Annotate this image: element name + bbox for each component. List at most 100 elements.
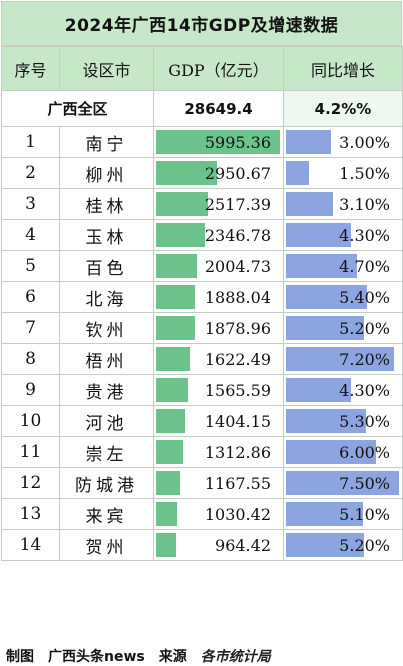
row-rank: 14 xyxy=(1,529,60,561)
row-rank: 8 xyxy=(1,343,60,375)
growth-value-label: 5.10% xyxy=(339,504,390,524)
row-rank: 10 xyxy=(1,405,60,437)
row-gdp-cell: 1622.49 xyxy=(153,343,284,375)
growth-bar xyxy=(286,254,357,278)
row-gdp-cell: 1167.55 xyxy=(153,467,284,499)
total-name: 广西全区 xyxy=(1,90,154,127)
table-row: 6 北海 1888.04 5.40% xyxy=(1,281,403,313)
row-growth-cell: 3.10% xyxy=(283,188,403,220)
growth-value-label: 6.00% xyxy=(339,442,390,462)
gdp-value-label: 2004.73 xyxy=(204,256,271,276)
row-city: 南宁 xyxy=(59,126,154,158)
growth-bar xyxy=(286,192,333,216)
row-rank: 5 xyxy=(1,250,60,282)
total-row: 广西全区 28649.4 4.2%% xyxy=(1,90,403,127)
growth-value-label: 3.00% xyxy=(339,132,390,152)
row-growth-cell: 7.20% xyxy=(283,343,403,375)
growth-bar xyxy=(286,347,395,371)
table-row: 13 来宾 1030.42 5.10% xyxy=(1,498,403,530)
row-city: 柳州 xyxy=(59,157,154,189)
footer: 制图 广西头条news 来源 各市统计局 xyxy=(0,646,403,666)
row-growth-cell: 1.50% xyxy=(283,157,403,189)
row-rank: 4 xyxy=(1,219,60,251)
row-rank: 11 xyxy=(1,436,60,468)
growth-bar xyxy=(286,471,399,495)
table-row: 12 防城港 1167.55 7.50% xyxy=(1,467,403,499)
row-rank: 2 xyxy=(1,157,60,189)
row-growth-cell: 5.20% xyxy=(283,529,403,561)
table-row: 9 贵港 1565.59 4.30% xyxy=(1,374,403,406)
growth-value-label: 5.20% xyxy=(339,535,390,555)
row-gdp-cell: 1030.42 xyxy=(153,498,284,530)
header-city: 设区市 xyxy=(59,46,154,91)
row-growth-cell: 4.30% xyxy=(283,374,403,406)
footer-author: 广西头条news xyxy=(48,649,145,665)
row-gdp-cell: 1888.04 xyxy=(153,281,284,313)
table-row: 3 桂林 2517.39 3.10% xyxy=(1,188,403,220)
row-growth-cell: 5.40% xyxy=(283,281,403,313)
row-rank: 3 xyxy=(1,188,60,220)
growth-value-label: 7.50% xyxy=(339,473,390,493)
row-city: 防城港 xyxy=(59,467,154,499)
gdp-value-label: 1167.55 xyxy=(204,473,271,493)
gdp-value-label: 2517.39 xyxy=(204,194,271,214)
row-gdp-cell: 964.42 xyxy=(153,529,284,561)
row-rank: 13 xyxy=(1,498,60,530)
footer-source: 各市统计局 xyxy=(200,649,271,665)
growth-value-label: 4.30% xyxy=(339,225,390,245)
gdp-bar xyxy=(156,502,178,526)
row-rank: 9 xyxy=(1,374,60,406)
gdp-bar xyxy=(156,161,218,185)
table-row: 4 玉林 2346.78 4.30% xyxy=(1,219,403,251)
growth-bar xyxy=(286,285,368,309)
table-row: 14 贺州 964.42 5.20% xyxy=(1,529,403,561)
gdp-bar xyxy=(156,471,181,495)
row-rank: 6 xyxy=(1,281,60,313)
header-rank: 序号 xyxy=(1,46,60,91)
row-gdp-cell: 2950.67 xyxy=(153,157,284,189)
footer-source-label: 来源 xyxy=(158,649,187,665)
row-city: 贵港 xyxy=(59,374,154,406)
gdp-bar xyxy=(156,254,198,278)
growth-bar xyxy=(286,130,332,154)
row-gdp-cell: 2346.78 xyxy=(153,219,284,251)
row-city: 来宾 xyxy=(59,498,154,530)
table-row: 1 南宁 5995.36 3.00% xyxy=(1,126,403,158)
gdp-bar xyxy=(156,347,190,371)
growth-value-label: 5.40% xyxy=(339,287,390,307)
header-gdp: GDP（亿元） xyxy=(153,46,284,91)
growth-bar xyxy=(286,440,377,464)
gdp-value-label: 1312.86 xyxy=(204,442,271,462)
growth-bar xyxy=(286,161,309,185)
row-gdp-cell: 2517.39 xyxy=(153,188,284,220)
row-rank: 7 xyxy=(1,312,60,344)
row-growth-cell: 5.10% xyxy=(283,498,403,530)
row-growth-cell: 6.00% xyxy=(283,436,403,468)
growth-value-label: 4.70% xyxy=(339,256,390,276)
row-city: 玉林 xyxy=(59,219,154,251)
row-city: 梧州 xyxy=(59,343,154,375)
table-row: 2 柳州 2950.67 1.50% xyxy=(1,157,403,189)
growth-value-label: 5.20% xyxy=(339,318,390,338)
table-row: 8 梧州 1622.49 7.20% xyxy=(1,343,403,375)
row-growth-cell: 4.30% xyxy=(283,219,403,251)
gdp-value-label: 964.42 xyxy=(215,535,271,555)
row-city: 崇左 xyxy=(59,436,154,468)
gdp-bar xyxy=(156,316,195,340)
row-growth-cell: 5.30% xyxy=(283,405,403,437)
row-gdp-cell: 1404.15 xyxy=(153,405,284,437)
row-city: 钦州 xyxy=(59,312,154,344)
row-gdp-cell: 2004.73 xyxy=(153,250,284,282)
gdp-value-label: 1565.59 xyxy=(204,380,271,400)
gdp-bar xyxy=(156,130,280,154)
table-row: 5 百色 2004.73 4.70% xyxy=(1,250,403,282)
row-city: 百色 xyxy=(59,250,154,282)
gdp-bar xyxy=(156,192,209,216)
gdp-bar xyxy=(156,378,189,402)
growth-value-label: 1.50% xyxy=(339,163,390,183)
growth-bar xyxy=(286,378,351,402)
gdp-value-label: 1878.96 xyxy=(204,318,271,338)
growth-value-label: 4.30% xyxy=(339,380,390,400)
row-growth-cell: 5.20% xyxy=(283,312,403,344)
